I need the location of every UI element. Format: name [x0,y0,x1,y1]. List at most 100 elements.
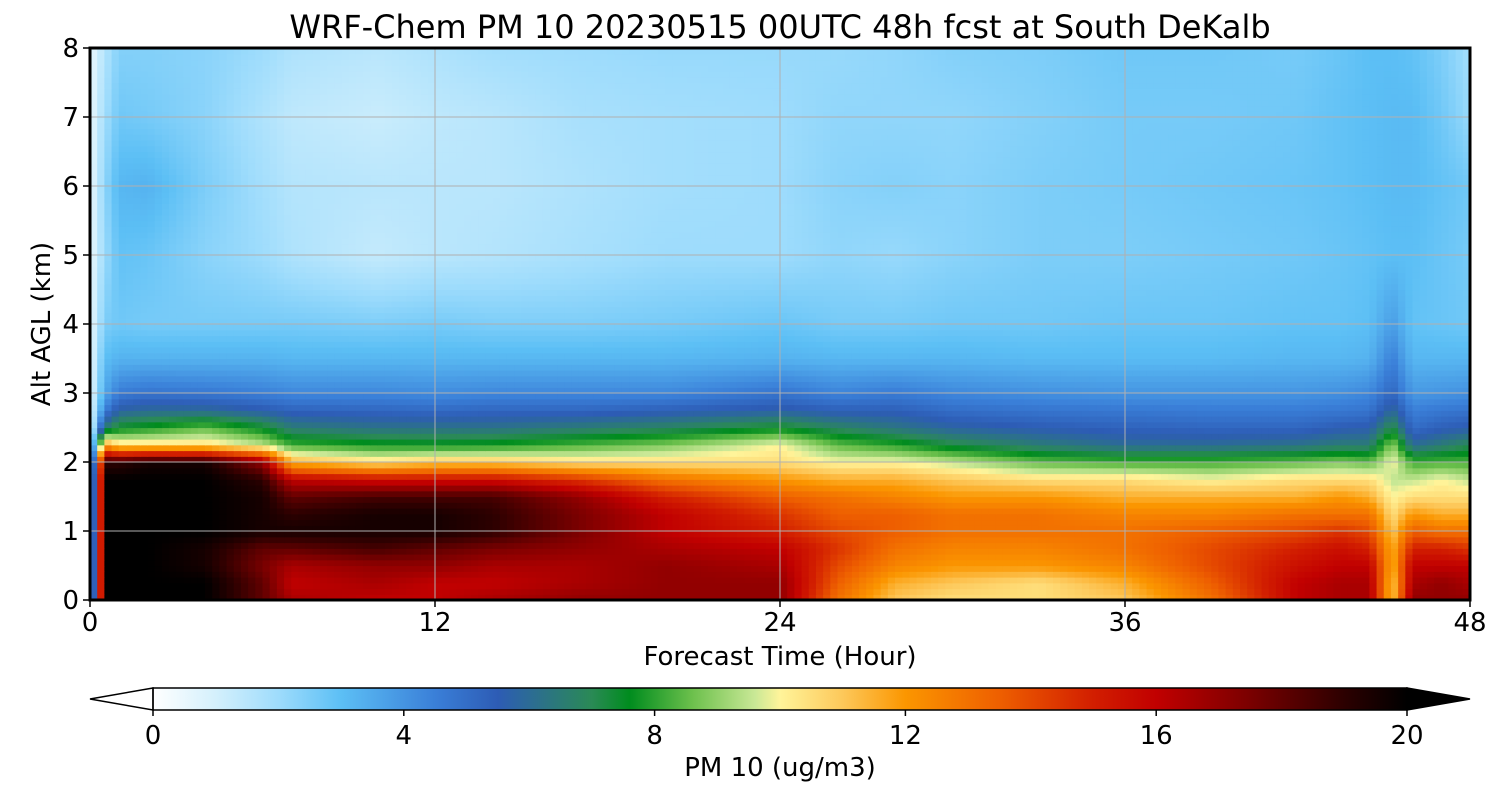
heat-cell [981,571,990,578]
heat-cell [1455,490,1464,498]
heat-cell [1268,542,1277,549]
heat-cell [233,542,242,549]
heat-cell [636,462,645,469]
heat-cell [1110,588,1119,595]
heat-cell [205,456,213,463]
heat-cell [147,582,156,590]
heat-cell [621,502,630,509]
heat-cell [873,571,882,578]
heat-cell [1398,513,1406,521]
heat-cell [499,559,508,567]
heat-cell [636,531,645,538]
heat-cell [492,554,501,561]
heat-cell [780,577,788,584]
heat-cell [600,525,609,532]
heat-cell [643,536,652,544]
heat-cell [413,456,422,463]
heat-cell [700,473,709,480]
heat-cell [873,594,882,601]
heat-cell [90,444,98,452]
heat-cell [1390,496,1399,503]
heat-cell [859,536,867,544]
heat-cell [291,536,300,544]
heat-cell [693,531,702,538]
heat-cell [1168,548,1176,555]
heat-cell [1089,485,1097,492]
heat-cell [643,479,652,486]
heat-cell [916,542,925,549]
heat-cell [1074,531,1083,538]
heat-cell [1096,582,1105,590]
heat-cell [442,525,450,532]
heat-cell [844,565,853,572]
heat-cell [1398,525,1406,532]
heat-cell [1017,496,1025,503]
heat-cell [715,462,724,469]
heat-cell [765,519,774,526]
heat-cell [571,496,580,503]
heat-cell [1053,479,1061,486]
heat-cell [240,554,249,561]
heat-cell [938,594,946,601]
heat-cell [1160,582,1169,590]
heat-cell [1261,508,1270,515]
heat-cell [679,462,688,469]
heat-cell [291,565,300,572]
heat-cell [420,473,429,480]
heat-cell [1362,485,1370,492]
heat-cell [542,485,551,492]
heat-cell [844,456,853,463]
heat-cell [463,542,472,549]
heat-cell [176,559,185,567]
heat-cell [966,479,975,486]
heat-cell [751,542,760,549]
heat-cell [190,519,199,526]
heat-cell [1261,462,1270,469]
heat-cell [1369,467,1378,475]
heat-cell [981,594,990,601]
heat-cell [1153,479,1162,486]
heat-cell [830,582,839,590]
heat-cell [787,588,795,595]
heat-cell [240,467,249,475]
heat-cell [679,588,688,595]
heat-cell [1448,594,1457,601]
heat-cell [794,519,803,526]
heat-cell [190,490,199,498]
heat-cell [823,508,831,515]
heat-cell [1340,548,1349,555]
heat-cell [550,536,558,544]
heat-cell [327,462,335,469]
heat-cell [657,496,666,503]
heat-cell [995,525,1004,532]
heat-cell [248,525,256,532]
heat-cell [887,594,896,601]
heat-cell [722,496,731,503]
heat-cell [1175,531,1184,538]
heat-cell [1398,467,1406,475]
heat-cell [851,531,860,538]
heat-cell [449,496,458,503]
heat-cell [1017,594,1025,601]
heat-cell [535,502,544,509]
heat-cell [1103,479,1112,486]
heat-cell [959,559,968,567]
heat-cell [866,456,875,463]
heat-cell [1347,462,1356,469]
heat-cell [1268,485,1277,492]
heat-cell [111,536,120,544]
heat-cell [226,519,235,526]
heat-cell [665,513,673,521]
heat-cell [248,565,256,572]
heat-cell [1067,588,1076,595]
heat-cell [1031,577,1040,584]
heat-cell [794,485,803,492]
heat-cell [1232,502,1241,509]
heat-cell [478,496,486,503]
heat-cell [470,467,479,475]
heat-cell [923,490,932,498]
heat-cell [478,582,486,590]
heat-cell [463,467,472,475]
heat-cell [133,485,141,492]
heat-cell [1362,490,1370,498]
